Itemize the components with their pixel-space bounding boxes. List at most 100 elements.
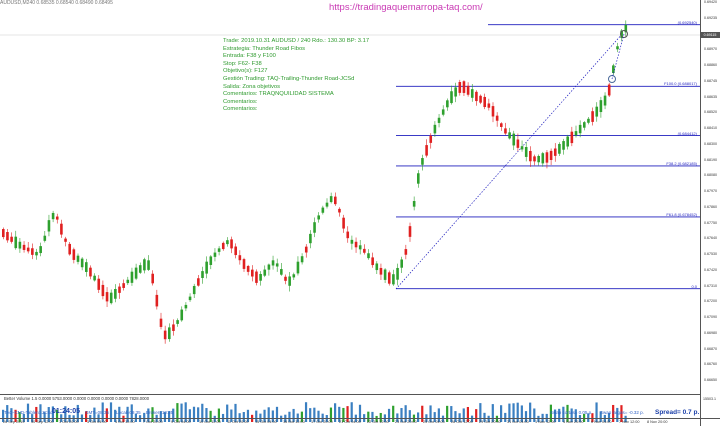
candle-body (578, 124, 582, 134)
volume-bar (392, 405, 395, 422)
volume-bar (255, 410, 258, 422)
comment-line: Estrategia: Thunder Road Fibos (223, 45, 306, 52)
time-label: 25 Oct 04:00 (423, 420, 445, 424)
volume-bar (64, 406, 67, 422)
price-tick: 0.67530 (704, 252, 717, 256)
volume-bar (583, 413, 586, 422)
candle-body (138, 265, 142, 273)
comment-line: Objetivo(s): F127 (223, 68, 268, 75)
candle-body (118, 286, 121, 293)
price-tick: 0.67970 (704, 189, 717, 193)
time-label: 22 Oct 12:00 (367, 420, 389, 424)
candle-body (591, 111, 594, 122)
volume-bar (379, 412, 382, 422)
volume-bar (421, 405, 424, 422)
time-label: 28 Oct 12:00 (451, 420, 473, 424)
time-label: 31 Oct 04:00 (507, 420, 529, 424)
watermark-link[interactable]: https://tradingaquemarropa-taq.com/ (329, 2, 483, 13)
price-tick: 0.68080 (704, 173, 717, 178)
candle-body (412, 201, 416, 207)
volume-bar (620, 405, 623, 422)
candle-body (89, 267, 92, 277)
volume-bar (587, 413, 590, 422)
candle-body (205, 261, 208, 274)
candle-body (188, 296, 192, 301)
candle-body (512, 133, 516, 146)
candle-body (462, 81, 466, 93)
candle-body (126, 279, 130, 284)
volume-bar (458, 413, 461, 422)
volume-bar (85, 411, 88, 422)
candle-body (379, 267, 383, 275)
volume-bar (201, 403, 204, 422)
volume-bar (338, 406, 341, 422)
volume-bar (512, 403, 515, 422)
candle-body (114, 288, 117, 299)
candle-body (607, 84, 611, 96)
candle-body (168, 327, 171, 340)
candle-body (583, 122, 586, 128)
trade-comment-box: Trade: 2019.10.31 AUDUSD / 240 Rdo.: 130… (223, 38, 369, 114)
candle-body (122, 283, 125, 288)
time-label: 9 Oct 04:00 (171, 420, 191, 424)
candle-body (400, 259, 403, 268)
spread-value: Spread= 0.7 p. (655, 409, 700, 416)
volume-bar (483, 412, 486, 422)
candle-body (251, 269, 254, 277)
volume-bar (6, 405, 9, 422)
candle-body (155, 294, 159, 307)
volume-bar (234, 403, 237, 422)
candle-body (31, 248, 34, 255)
candle-body (504, 128, 507, 134)
volume-bar (329, 407, 333, 422)
volume-bar (271, 410, 274, 422)
price-tick: 0.67860 (704, 204, 717, 209)
candle-body (392, 274, 395, 285)
volume-bar (242, 412, 245, 422)
volume-bar (520, 405, 523, 422)
candle-body (387, 272, 391, 284)
fib-trend-line (395, 32, 624, 290)
volume-bar (313, 407, 316, 422)
candle-body (570, 131, 574, 144)
candle-body (39, 246, 42, 254)
swap-long: Swap largas= -0.32 p. (600, 410, 644, 415)
candle-body (346, 231, 350, 239)
candle-body (350, 239, 354, 244)
volume-bar (591, 413, 594, 422)
time-axis[interactable]: 26 Sep 2019 30 Sep 12:00 1 Oct 20:00 3 Oct … (0, 418, 720, 427)
candle-body (184, 304, 188, 309)
candle-body (296, 261, 300, 274)
price-tick: 0.68520 (704, 110, 717, 115)
broker-time: Broker=10:35 (146, 410, 174, 415)
volume-bar (188, 409, 191, 422)
status-bar: TAQ-CND-Tablero JCSd 01:24:05 GMT=08:35 … (0, 408, 700, 418)
candle-body (93, 275, 96, 281)
volume-bar (595, 402, 598, 422)
candle-body (321, 207, 325, 213)
volume-bar (238, 413, 241, 422)
candle-body (404, 249, 408, 255)
candle-body (130, 271, 134, 283)
candle-body (172, 324, 175, 331)
price-axis[interactable]: 0.694200.692350.690500.689700.688600.687… (700, 0, 720, 426)
candle-body (417, 173, 420, 184)
candle-body (263, 269, 267, 276)
candle-body (221, 242, 225, 250)
fib-level-label: F38.2 (0.682185) (666, 160, 697, 166)
price-tick: 0.68860 (704, 63, 717, 67)
candle-body (192, 285, 196, 295)
candle-body (180, 309, 184, 321)
candle-body (68, 243, 71, 255)
candle-body (408, 226, 412, 237)
volume-bar (126, 406, 129, 422)
candle-body (22, 244, 26, 250)
time-label: 21 Oct 04:00 (339, 420, 361, 424)
price-chart[interactable] (0, 0, 700, 392)
candle-body (238, 255, 242, 261)
volume-bar (429, 405, 432, 422)
candle-body (47, 220, 51, 232)
volume-bar (475, 409, 478, 422)
candle-body (354, 241, 358, 248)
volume-bar (433, 412, 436, 422)
